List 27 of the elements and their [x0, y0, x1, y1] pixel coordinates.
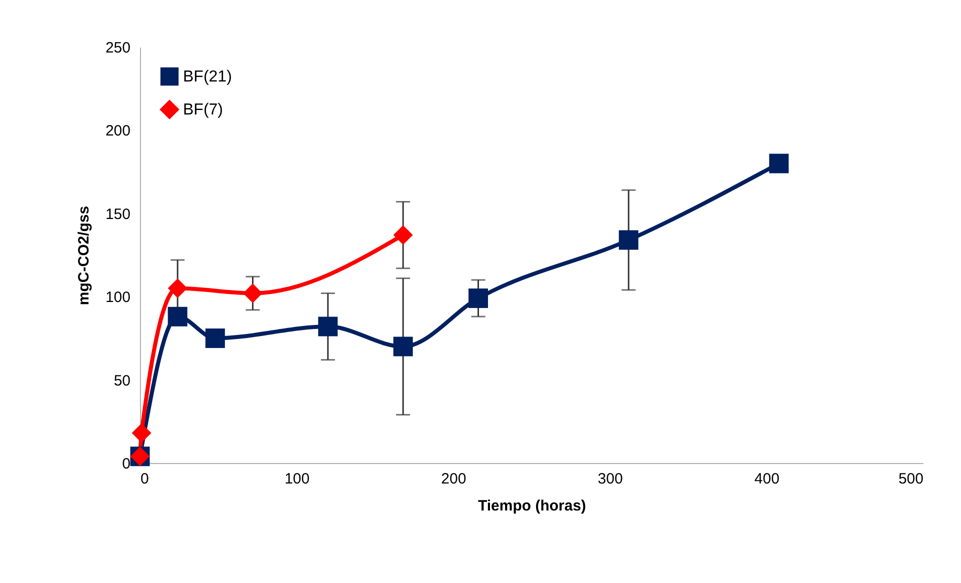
point [468, 288, 488, 308]
y-axis-title: mgC-CO2/gss [75, 206, 92, 306]
x-axis-title: Tiempo (horas) [478, 498, 586, 514]
point [132, 423, 152, 443]
point [618, 230, 638, 250]
point [393, 336, 413, 356]
y-tick-label: 200 [105, 122, 130, 140]
point [318, 316, 338, 336]
point [769, 154, 789, 174]
x-tick-label: 500 [898, 470, 924, 488]
legend-label: BF(21) [183, 68, 232, 86]
legend-label: BF(7) [183, 102, 223, 118]
point [168, 306, 188, 326]
point [205, 328, 225, 348]
x-tick-label: 100 [284, 470, 310, 488]
x-tick-label: 200 [441, 470, 466, 488]
point [243, 284, 262, 304]
y-tick-label: 250 [105, 40, 130, 56]
point [393, 225, 413, 245]
point [168, 278, 188, 298]
y-tick-label: 50 [114, 372, 130, 390]
x-tick-label: 0 [140, 470, 149, 488]
y-tick-label: 150 [105, 206, 130, 223]
x-tick-label: 400 [754, 470, 780, 488]
y-tick-label: 100 [105, 289, 130, 306]
y-tick-label: 0 [122, 456, 130, 472]
x-tick-label: 300 [598, 470, 623, 488]
